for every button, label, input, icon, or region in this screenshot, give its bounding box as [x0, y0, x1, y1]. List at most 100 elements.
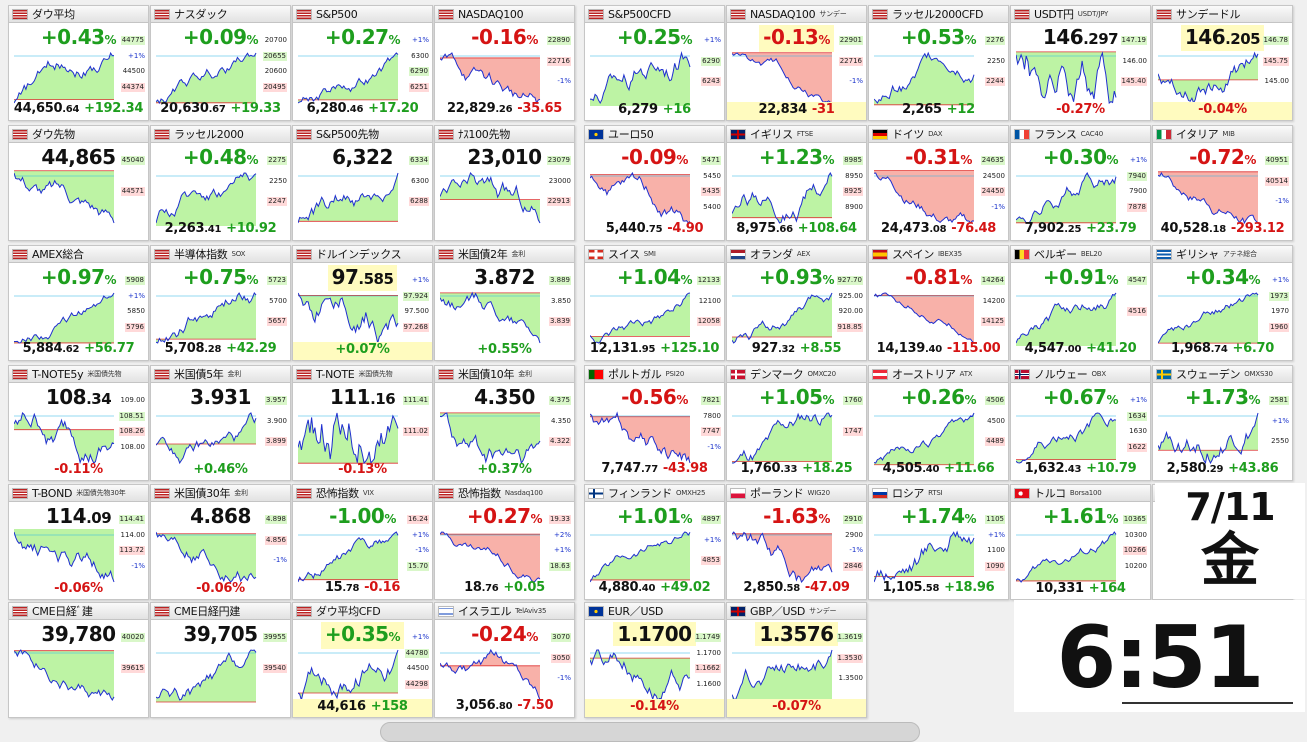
market-tile[interactable]: ラッセル2000CFD +0.53% 2276 2250 2244 2,265 +12 — [868, 5, 1009, 121]
us-flag-icon — [154, 368, 170, 380]
sparkline-line — [298, 531, 399, 583]
sparkline-area — [156, 650, 256, 702]
market-tile[interactable]: スペイン IBEX35 -0.81% 14264 14200 14125 14,139.40… — [868, 245, 1009, 361]
sparkline-line — [440, 412, 541, 465]
ch-flag-icon — [588, 248, 604, 260]
market-tile[interactable]: NASDAQ100 サンデー -0.13% 22901 22716 -1% 22,834 -3… — [726, 5, 867, 121]
scroll-bar[interactable] — [380, 722, 920, 742]
axis-label: 2247 — [267, 197, 287, 207]
footer-price-decimal: .74 — [1210, 344, 1228, 355]
market-tile[interactable]: S&P500CFD +0.25% +1% 6290 6243 6,279 +16 — [584, 5, 725, 121]
axis-label: 1090 — [985, 561, 1005, 571]
tile-name: USDT円 — [1034, 8, 1074, 21]
axis-label: 1970 — [1271, 307, 1289, 315]
market-tile[interactable]: スイス SMI +1.04% 12133 12100 12058 12,131.95 +125… — [584, 245, 725, 361]
tile-main-value: +0.48% — [151, 145, 290, 172]
market-tile[interactable]: 米国債10年 金利 4.350 4.375 4.350 4.322 +0.37% — [434, 365, 575, 481]
market-tile[interactable]: オランダ AEX +0.93% 927.70 925.00 920.00 918.85 927… — [726, 245, 867, 361]
market-tile[interactable]: 米国債30年 金利 4.868 4.898 4.856 -1% -0.06% — [150, 484, 291, 600]
market-tile[interactable]: オーストリア ATX +0.26% 4506 4500 4489 4,505.40 +11.6… — [868, 365, 1009, 481]
market-tile[interactable]: AMEX総合 +0.97% 5908 +1% 5850 5796 5,884.62 +56.7… — [8, 245, 149, 361]
market-tile[interactable]: GBP／USD サンデー 1.3576 1.3619 1.3530 1.3500 -0.07… — [726, 602, 867, 718]
axis-label: 4489 — [985, 437, 1005, 447]
tile-main-value: +0.27% — [293, 25, 432, 52]
market-tile[interactable]: CME日経円建 39,705 39955 39540 — [150, 602, 291, 718]
sparkline-area — [14, 413, 114, 463]
market-tile[interactable]: ポーランド WIG20 -1.63% 2910 2900 -1% 2846 2,850.58-… — [726, 484, 867, 600]
tile-subname: ATX — [959, 370, 973, 378]
axis-label: 2550 — [1271, 437, 1289, 446]
market-tile[interactable]: ダウ平均CFD +0.35% +1% 44780 44500 44298 44,616 +15… — [292, 602, 433, 718]
market-tile[interactable]: T-NOTE 米国債先物 111.16 111.41 111.02 -0.13% — [292, 365, 433, 481]
market-tile[interactable]: 米国債2年 金利 3.872 3.889 3.850 3.839 +0.55% — [434, 245, 575, 361]
axis-label: 108.26 — [118, 427, 145, 436]
footer-price: 5,884 — [22, 341, 63, 356]
market-tile[interactable]: フィンランド OMXH25 +1.01% 4897 +1% 4853 4,880.40 +49… — [584, 484, 725, 600]
main-value-decimal: .205 — [1225, 30, 1261, 48]
tile-name: スイス — [608, 248, 640, 261]
footer-change: -0.13% — [338, 462, 387, 477]
market-tile[interactable]: CME日経ﾞ建 39,780 40020 39615 — [8, 602, 149, 718]
sparkline-line — [732, 412, 833, 464]
tile-main-value: +0.27% — [435, 504, 574, 531]
market-tile[interactable]: ノルウェー OBX +0.67% +1% 1634 1630 1622 1,632.43 +10… — [1010, 365, 1151, 481]
market-tile[interactable]: ラッセル2000 +0.48% 2275 2250 2247 2,263.41 +10.92 — [150, 125, 291, 241]
tile-footer: 5,708.28 +42.29 — [151, 341, 290, 358]
axis-label: 8950 — [845, 171, 863, 180]
footer-change: -47.09 — [804, 580, 850, 595]
market-tile[interactable]: ギリシャ アテネ総合 +0.34% +1% 1973 1970 1960 1,968.74 +6… — [1152, 245, 1293, 361]
footer-change: +0.37% — [477, 462, 532, 477]
market-tile[interactable]: NASDAQ100 -0.16% 22890 22716 -1% 22,829.26 -35… — [434, 5, 575, 121]
market-tile[interactable]: S&P500 +0.27% +1% 6300 6290 6251 6,280.46 +17.2… — [292, 5, 433, 121]
market-tile[interactable]: イギリス FTSE +1.23% 8985 8950 8925 8900 8,975.66 +1… — [726, 125, 867, 241]
market-tile[interactable]: イスラエル TelAviv35 -0.24% 3070 3050 -1% 3,056.80-… — [434, 602, 575, 718]
market-tile[interactable]: 恐怖指数 VIX -1.00% 16.24 +1% -1% 15.70 15.78 -0.16 — [292, 484, 433, 600]
us-flag-icon — [1156, 8, 1172, 20]
axis-label: +1% — [988, 530, 1005, 539]
market-tile[interactable]: ダウ平均 +0.43% 44775 +1% 44500 44374 44,650.64 +19… — [8, 5, 149, 121]
market-tile[interactable]: S&P500先物 6,322 6334 6300 6288 — [292, 125, 433, 241]
main-value-number: -0.16 — [471, 25, 527, 49]
us-flag-icon — [12, 128, 28, 140]
market-tile[interactable]: ダウ先物 44,865 45040 44571 — [8, 125, 149, 241]
sparkline-line — [440, 52, 541, 105]
market-tile[interactable]: トルコ Borsa100 +1.61% 10365 10300 10266 10200 10,… — [1010, 484, 1151, 600]
market-tile[interactable]: イタリア MIB -0.72% 40951 40514 -1% 40,528.18 -293.… — [1152, 125, 1293, 241]
market-tile[interactable]: デンマーク OMXC20 +1.05% 1760 1747 1,760.33 +18.25 — [726, 365, 867, 481]
tile-main-value: 111.16 — [293, 385, 432, 411]
market-tile[interactable]: ドイツ DAX -0.31% 24635 24500 24450 -1% 24,473.08-… — [868, 125, 1009, 241]
market-tile[interactable]: サンデードル 146.205 146.78 145.75 145.00 -0.04% — [1152, 5, 1293, 121]
at-flag-icon — [872, 368, 888, 380]
it-flag-icon — [1156, 128, 1172, 140]
axis-label: 16.24 — [406, 515, 429, 524]
tile-header: T-NOTE5y 米国債先物 — [9, 366, 148, 383]
sparkline-line — [590, 411, 691, 464]
market-tile[interactable]: ナスダック +0.09% 20700 20655 20600 20495 20,630.67… — [150, 5, 291, 121]
market-tile[interactable]: スウェーデン OMXS30 +1.73% 2581 +1% 2550 2,580.29 +43… — [1152, 365, 1293, 481]
market-tile[interactable]: ベルギー BEL20 +0.91% 4547 4516 4,547.00 +41.20 — [1010, 245, 1151, 361]
tile-header: フィンランド OMXH25 — [585, 485, 724, 502]
axis-label: 5471 — [701, 156, 721, 165]
tile-header: S&P500CFD — [585, 6, 724, 23]
main-value-number: 4.868 — [190, 504, 251, 528]
market-tile[interactable]: T-BOND 米国債先物30年 114.09 114.41 114.00 113.72 -1… — [8, 484, 149, 600]
tile-footer: -0.14% — [585, 699, 724, 717]
market-tile[interactable]: ユーロ50 -0.09% 5471 5450 5435 5400 5,440.75 -4.90 — [584, 125, 725, 241]
tile-subname: VIX — [362, 489, 374, 497]
market-tile[interactable]: フランス CAC40 +0.30% +1% 7940 7900 7878 7,902.25 +2… — [1010, 125, 1151, 241]
footer-price: 10,331 — [1035, 581, 1084, 596]
market-tile[interactable]: ﾅｽ100先物 23,010 23079 23000 22913 — [434, 125, 575, 241]
market-tile[interactable]: ロシア RTSI +1.74% 1105 +1% 1100 1090 1,105.58 +18.… — [868, 484, 1009, 600]
date-text: 7/11 — [1185, 485, 1275, 529]
market-tile[interactable]: ドルインデックス 97.585 +1% 97.924 97.500 97.268 +0.07… — [292, 245, 433, 361]
market-tile[interactable]: 米国債5年 金利 3.931 3.957 3.900 3.899 +0.46% — [150, 365, 291, 481]
tile-name: フランス — [1034, 128, 1077, 141]
no-flag-icon — [1014, 368, 1030, 380]
market-tile[interactable]: ポルトガル PSI20 -0.56% 7821 7800 7747 -1% 7,747.77-… — [584, 365, 725, 481]
market-tile[interactable]: EUR／USD 1.1700 1.1749 1.1700 1.1662 1.1600 -0.… — [584, 602, 725, 718]
market-tile[interactable]: T-NOTE5y 米国債先物 108.34 109.00 108.51 108.26 108… — [8, 365, 149, 481]
market-tile[interactable]: USDT円 USDT/JPY 146.297 147.19 146.00 145.40 -0… — [1010, 5, 1151, 121]
market-tile[interactable]: 恐怖指数 Nasdaq100 +0.27% 19.33 +2% +1% 18.63 18.76… — [434, 484, 575, 600]
footer-price: 927 — [751, 341, 779, 356]
market-tile[interactable]: 半導体指数 SOX +0.75% 5723 5700 5657 5,708.28 +42.29 — [150, 245, 291, 361]
